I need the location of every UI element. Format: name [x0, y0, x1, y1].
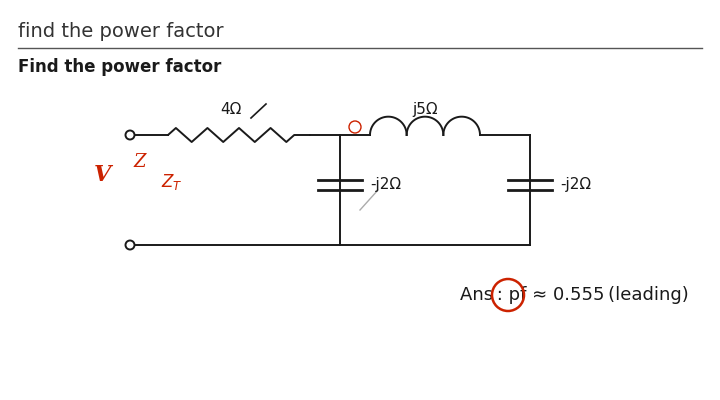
Text: Z: Z	[134, 153, 146, 171]
Text: Ans : pf ≈ 0.555 (leading): Ans : pf ≈ 0.555 (leading)	[460, 286, 689, 304]
Text: -j2Ω: -j2Ω	[560, 178, 591, 192]
Text: Find the power factor: Find the power factor	[18, 58, 221, 76]
Text: -j2Ω: -j2Ω	[370, 178, 401, 192]
Text: find the power factor: find the power factor	[18, 22, 224, 41]
Text: V: V	[94, 164, 111, 186]
Text: j5Ω: j5Ω	[412, 102, 438, 117]
Text: 4Ω: 4Ω	[220, 102, 242, 117]
Text: $Z_T$: $Z_T$	[161, 172, 183, 192]
